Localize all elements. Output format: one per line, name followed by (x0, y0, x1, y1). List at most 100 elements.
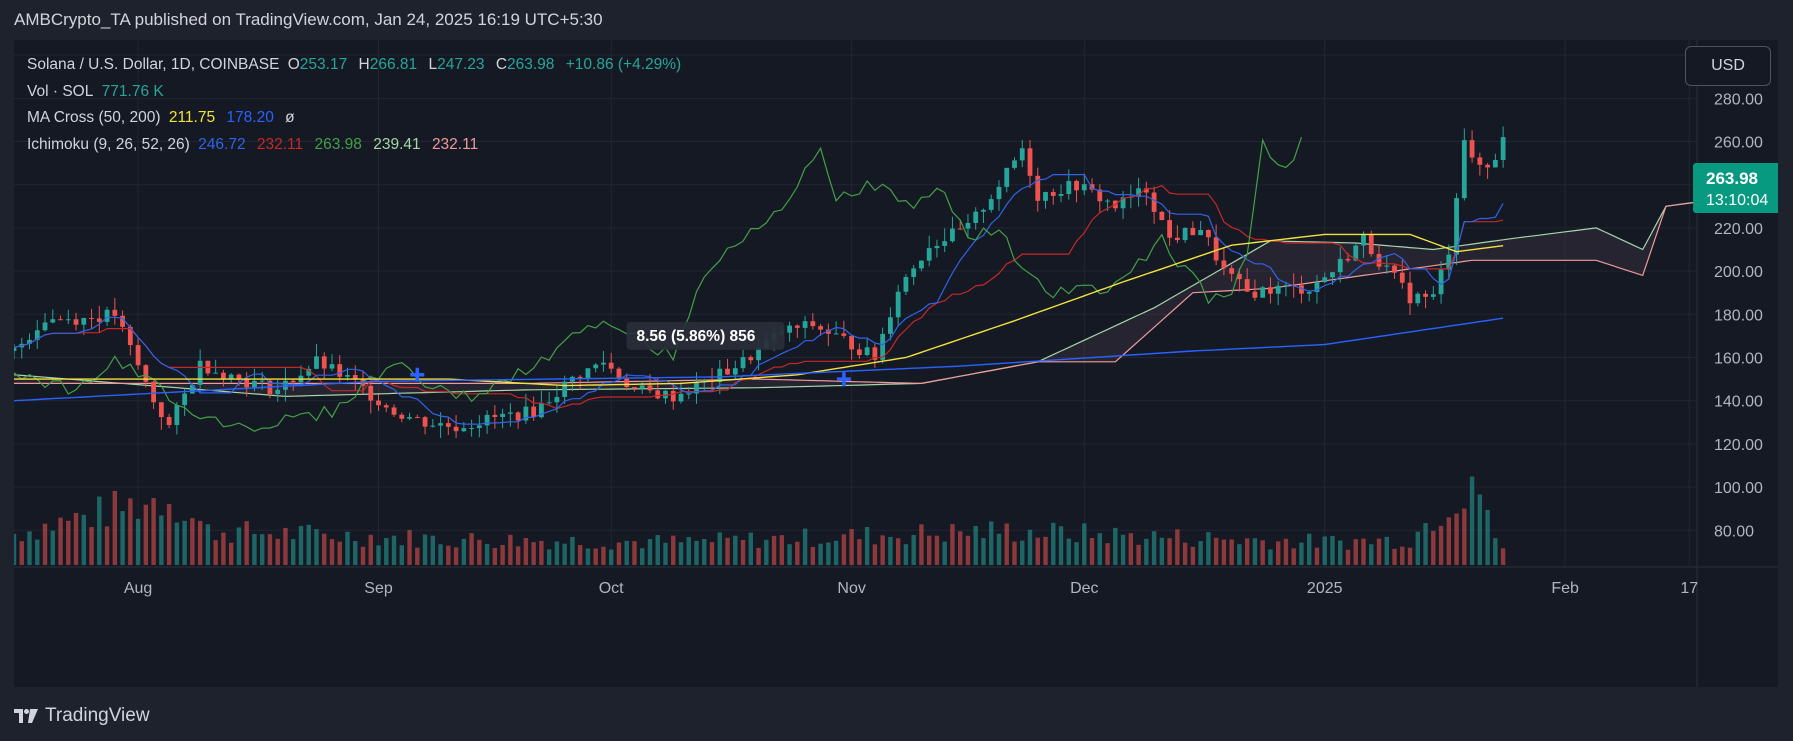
candle-body (538, 402, 544, 418)
tradingview-brand[interactable]: TradingView (14, 705, 150, 727)
candle-body (601, 362, 606, 365)
volume-bar (1260, 540, 1265, 565)
volume-bar (546, 549, 552, 565)
volume-bar (740, 539, 746, 565)
volume-bar (174, 522, 180, 565)
volume-bar (151, 498, 156, 565)
tradingview-logo-icon (14, 708, 38, 723)
candle-body (73, 319, 79, 325)
volume-bar (1012, 541, 1017, 565)
candle-body (1097, 189, 1103, 202)
chart-frame[interactable]: 8.56 (5.86%) 856300.00280.00260.00240.00… (11, 40, 1783, 687)
volume-bar (1097, 533, 1103, 565)
candle-body (1004, 167, 1010, 187)
volume-bar (415, 547, 420, 565)
volume-bar (1353, 539, 1358, 565)
price-chart[interactable]: 8.56 (5.86%) 856300.00280.00260.00240.00… (11, 40, 1783, 687)
candle-body (1376, 254, 1382, 267)
candle-body (748, 357, 754, 361)
volume-bar (926, 535, 932, 565)
volume-bar (1446, 517, 1452, 565)
candle-body (1283, 285, 1289, 287)
volume-bar (384, 538, 389, 565)
volume-bar (764, 539, 769, 565)
currency-button[interactable]: USD (1685, 46, 1771, 86)
volume-bar (1159, 537, 1165, 565)
candle-body (1392, 265, 1397, 273)
candle-body (717, 368, 723, 383)
candle-body (965, 222, 971, 229)
candle-body (213, 372, 219, 374)
candle-body (476, 425, 482, 429)
candle-body (531, 406, 537, 418)
candle-body (794, 325, 800, 328)
volume-bar (671, 535, 676, 565)
volume-bar (577, 545, 583, 565)
volume-bar (895, 538, 901, 565)
candle-body (352, 375, 358, 380)
candle-body (244, 379, 250, 388)
volume-bar (422, 534, 428, 565)
current-price-tag[interactable] (1693, 163, 1783, 213)
candle-body (182, 393, 188, 406)
volume-bar (523, 538, 529, 565)
y-tick-label: 120.00 (1714, 437, 1763, 454)
volume-bar (1237, 544, 1242, 565)
candle-body (1268, 287, 1273, 294)
volume-bar (1500, 548, 1506, 565)
candle-body (492, 414, 498, 417)
candle-body (1399, 272, 1405, 283)
volume-bar (864, 527, 870, 565)
volume-bar (159, 515, 164, 565)
candle-body (306, 368, 312, 376)
candle-body (11, 347, 17, 352)
candle-body (825, 329, 831, 334)
volume-bar (872, 544, 878, 565)
candle-body (1198, 229, 1204, 236)
volume-bar (500, 544, 505, 565)
candle-body (314, 356, 319, 369)
volume-bar (1136, 544, 1141, 565)
candle-body (283, 380, 288, 390)
volume-bar (1066, 538, 1071, 565)
y-tick-label: 140.00 (1714, 394, 1763, 411)
volume-bar (1345, 549, 1351, 565)
volume-bar (97, 496, 102, 565)
candle-body (639, 385, 645, 389)
candle-body (1384, 265, 1390, 267)
candle-body (81, 317, 87, 325)
candle-body (1058, 193, 1064, 196)
volume-bar (640, 548, 645, 565)
volume-bar (1113, 527, 1118, 565)
candle-body (1337, 258, 1343, 273)
candle-body (376, 400, 381, 406)
volume-bar (810, 546, 816, 565)
volume-bar (562, 543, 567, 565)
volume-bar (190, 518, 195, 565)
volume-bar (438, 544, 443, 565)
candle-body (1477, 157, 1483, 165)
volume-bar (795, 541, 800, 565)
volume-bar (1058, 526, 1064, 565)
volume-bar (1221, 539, 1227, 565)
volume-bar (1322, 536, 1327, 565)
candle-body (888, 317, 893, 334)
volume-bar (166, 504, 172, 565)
volume-bar (608, 549, 614, 565)
candle-body (1454, 198, 1459, 255)
volume-bar (973, 525, 978, 565)
volume-bar (1423, 523, 1428, 565)
candle-body (345, 375, 350, 377)
candle-body (1322, 277, 1328, 283)
ichimoku-cloud (14, 202, 1697, 397)
volume-bar (996, 533, 1002, 565)
candle-body (329, 364, 335, 369)
volume-bar (888, 536, 893, 565)
volume-bar (221, 532, 226, 565)
volume-bar (345, 531, 350, 565)
candle-body (1035, 175, 1041, 201)
volume-bar (1182, 542, 1188, 565)
candle-body (252, 380, 257, 388)
candle-body (422, 417, 428, 427)
volume-bar (128, 498, 133, 565)
